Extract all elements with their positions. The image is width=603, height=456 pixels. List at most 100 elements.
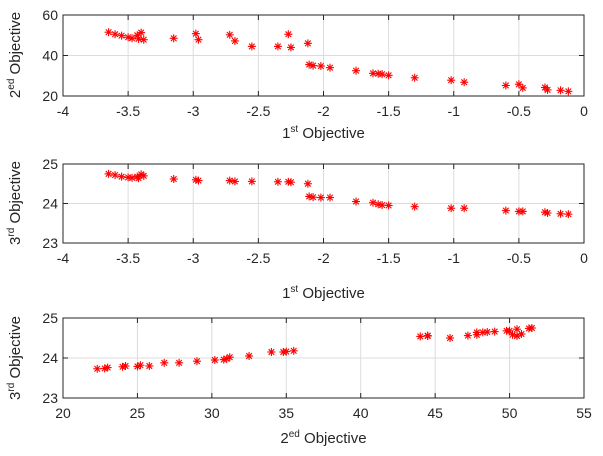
data-point	[564, 210, 573, 219]
x-tick-label: 0	[580, 103, 588, 119]
data-point	[247, 177, 256, 186]
x-tick-label: -1	[448, 103, 461, 119]
y-tick-label: 24	[42, 196, 58, 212]
x-tick-label: -3.5	[116, 103, 140, 119]
data-point	[303, 179, 312, 188]
y-tick-label: 20	[42, 88, 58, 104]
subplot-1: -4 -3.5 -3 -2.5 -2 -1.5 -1 -0.5 0 20 40 60 1st Objec…	[6, 7, 588, 142]
x-axis-label: 1st Objective	[282, 124, 365, 142]
data-point	[133, 31, 142, 40]
data-point	[378, 70, 387, 79]
data-point	[137, 28, 146, 37]
data-point	[117, 172, 126, 181]
x-tick-label: -2	[317, 103, 330, 119]
x-tick-label: 0	[580, 250, 588, 266]
data-point	[316, 193, 325, 202]
x-tick-label: -4	[57, 103, 70, 119]
data-point	[230, 177, 239, 186]
data-point	[460, 78, 469, 87]
data-point	[273, 177, 282, 186]
data-point	[326, 193, 335, 202]
x-tick-label: 50	[502, 405, 518, 421]
data-point	[384, 71, 393, 80]
data-point	[483, 328, 492, 336]
data-point	[210, 356, 219, 364]
data-point	[111, 30, 120, 39]
x-tick-label: 30	[204, 405, 220, 421]
data-point	[518, 207, 527, 216]
data-point	[326, 63, 335, 72]
data-point	[267, 348, 276, 356]
data-point	[133, 362, 142, 371]
subplot-3: 20 25 30 35 40 45 50 55 23 24 25 2ed Objective 3rd O…	[6, 310, 592, 447]
x-tick-label: 40	[353, 405, 369, 421]
x-tick-label: -1.5	[377, 250, 401, 266]
data-point	[490, 327, 499, 336]
x-axis-label: 1st Objective	[282, 284, 365, 302]
data-point	[309, 193, 318, 202]
data-point	[543, 85, 552, 94]
y-tick-label: 23	[42, 235, 58, 251]
data-point	[191, 29, 200, 38]
data-point	[501, 81, 510, 90]
data-point	[513, 325, 522, 334]
data-point	[104, 169, 113, 178]
data-point	[139, 35, 148, 44]
x-tick-label: 20	[55, 405, 71, 421]
data-point	[103, 363, 112, 372]
data-point	[134, 34, 143, 43]
subplot-2: -4 -3.5 -3 -2.5 -2 -1.5 -1 -0.5 0 23 24 25 1st Objec…	[6, 156, 588, 302]
data-point	[247, 42, 256, 51]
data-point	[225, 353, 234, 362]
data-point	[124, 33, 133, 42]
data-point	[446, 334, 455, 342]
data-point	[463, 331, 472, 340]
x-tick-label: -3.5	[116, 250, 140, 266]
y-tick-label: 40	[42, 48, 58, 64]
y-axis-label: 2ed Objective	[6, 12, 24, 98]
data-point	[117, 31, 126, 40]
x-tick-label: -0.5	[507, 103, 531, 119]
data-point	[564, 87, 573, 96]
data-point	[384, 201, 393, 210]
data-point	[447, 76, 456, 85]
data-point	[192, 357, 201, 366]
data-point	[169, 175, 178, 184]
data-point	[423, 331, 432, 340]
data-point	[447, 204, 456, 213]
data-point	[508, 330, 517, 339]
data-point	[289, 346, 298, 355]
y-axis-label: 3rd Objective	[6, 316, 24, 400]
axes-box	[62, 163, 585, 244]
data-point	[282, 347, 291, 356]
data-point	[111, 171, 120, 180]
data-point	[175, 358, 184, 367]
data-point	[286, 43, 295, 52]
y-tick-label: 25	[42, 310, 58, 326]
data-point	[527, 324, 536, 332]
data-point	[230, 36, 239, 45]
x-tick-label: 45	[427, 405, 443, 421]
data-point	[352, 197, 361, 206]
x-tick-label: -2	[317, 250, 330, 266]
data-point	[556, 209, 565, 218]
x-tick-label: 25	[130, 405, 146, 421]
data-point	[316, 62, 325, 71]
y-tick-label: 60	[42, 7, 58, 23]
data-point	[145, 362, 154, 370]
data-point	[194, 35, 203, 44]
data-point	[303, 39, 312, 48]
data-point	[128, 34, 137, 43]
data-point	[460, 204, 469, 213]
x-tick-label: -0.5	[507, 250, 531, 266]
data-point	[245, 352, 254, 360]
x-tick-label: -3	[187, 103, 200, 119]
data-point	[286, 178, 295, 187]
axes-box	[62, 317, 585, 399]
data-point	[410, 73, 419, 82]
data-point	[273, 42, 282, 51]
data-point	[194, 176, 203, 185]
data-point	[517, 330, 526, 338]
data-point	[309, 61, 318, 70]
